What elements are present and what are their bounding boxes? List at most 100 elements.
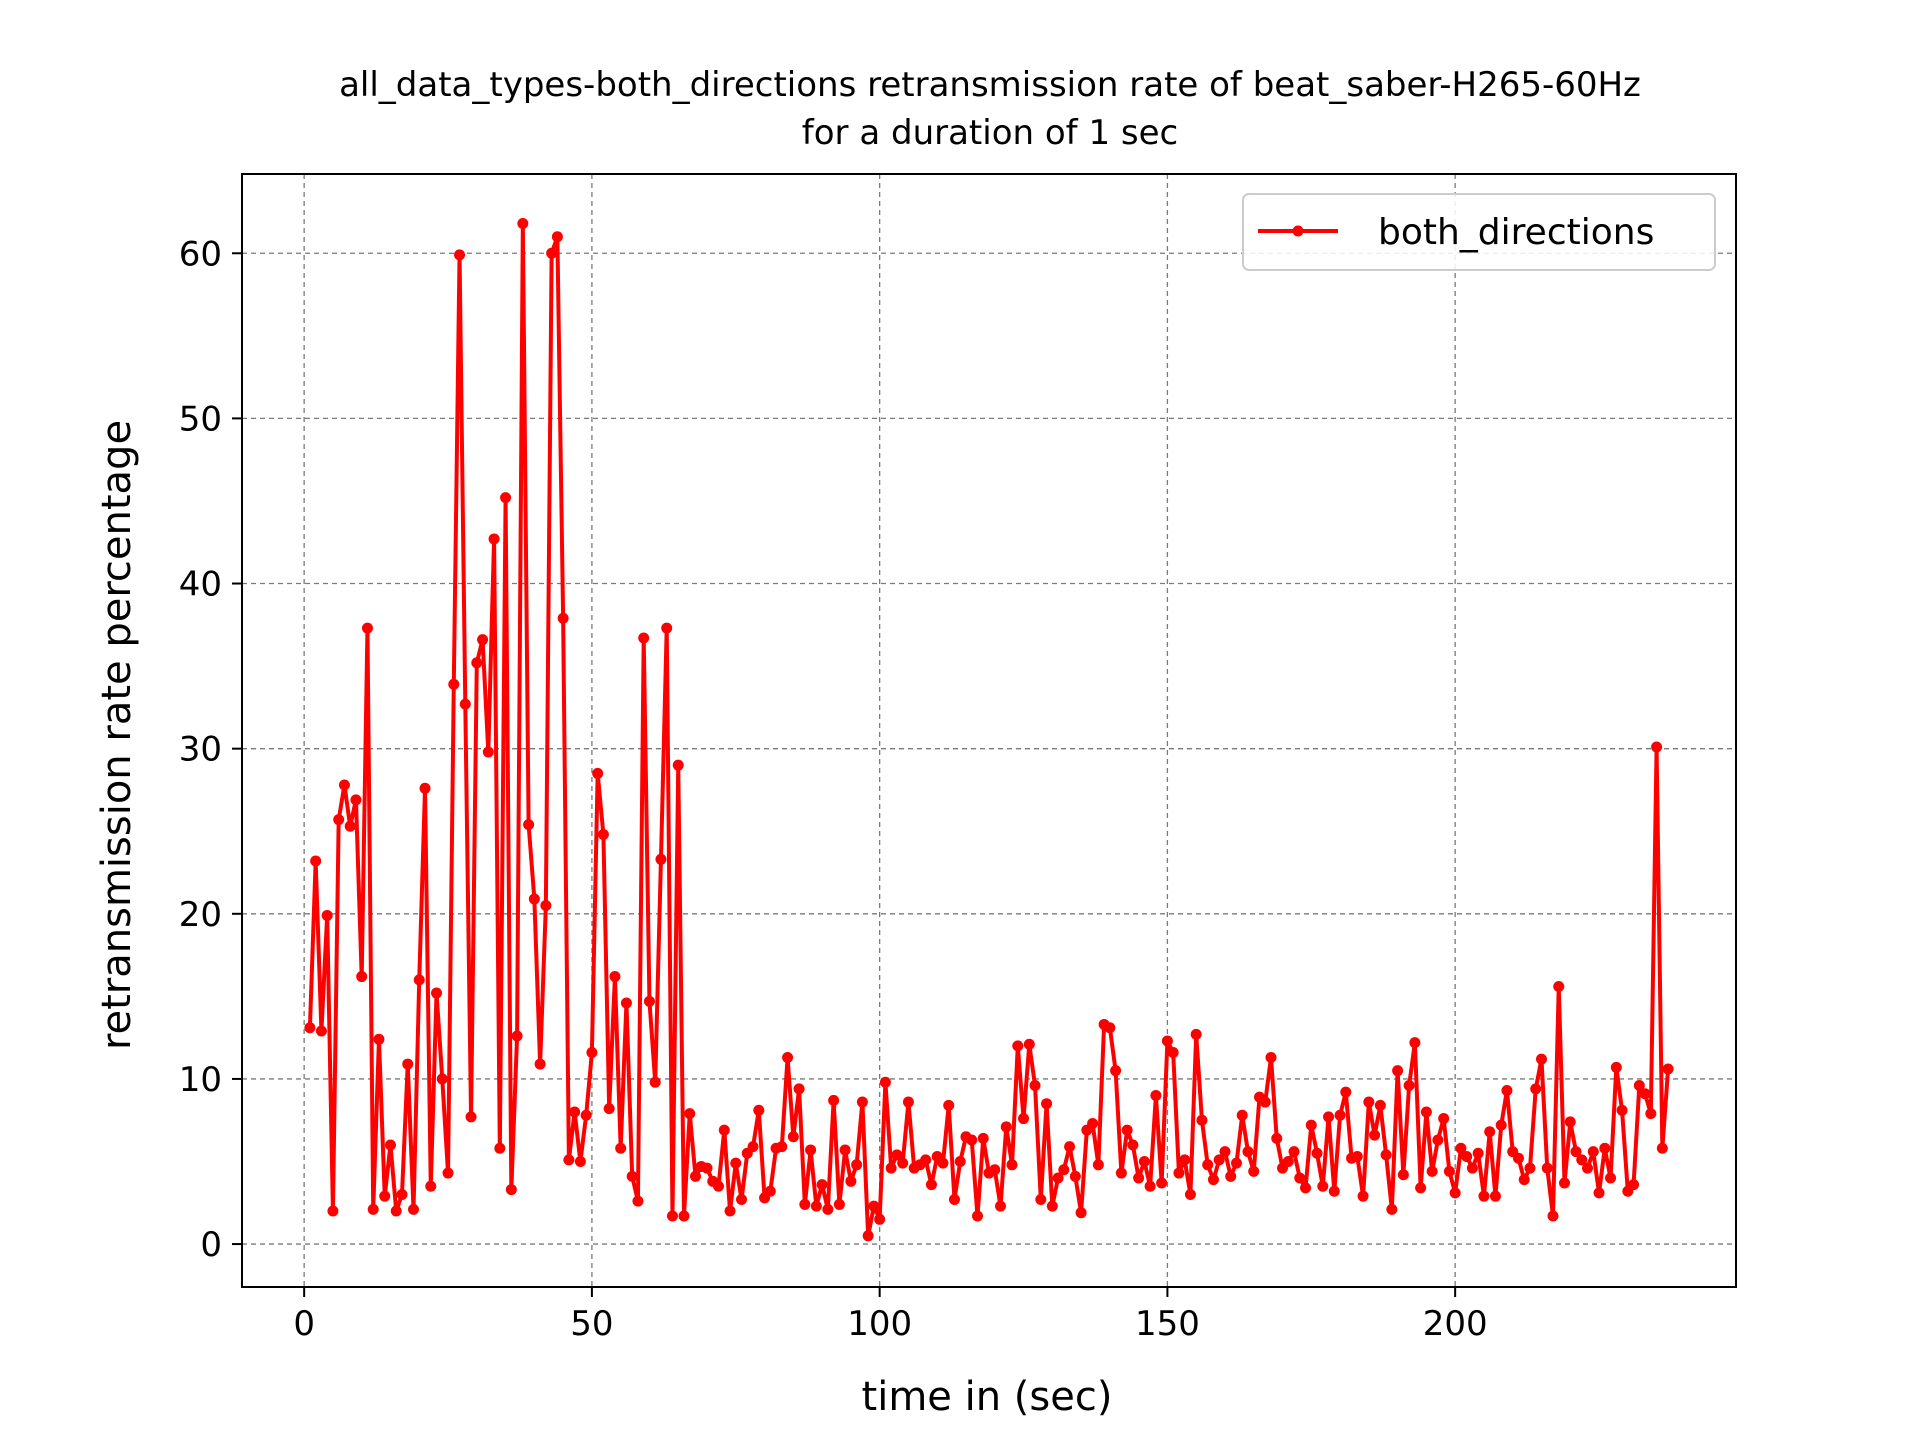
data-point	[1570, 1146, 1582, 1158]
data-point	[609, 971, 621, 983]
data-point	[1328, 1185, 1340, 1197]
data-point	[1616, 1104, 1628, 1116]
data-point	[1012, 1040, 1024, 1052]
data-point	[586, 1047, 598, 1059]
data-point	[1466, 1162, 1478, 1174]
data-point	[1196, 1114, 1208, 1126]
data-point	[833, 1198, 845, 1210]
data-point	[1150, 1089, 1162, 1101]
data-point	[1547, 1210, 1559, 1222]
data-point	[626, 1170, 638, 1182]
data-point	[367, 1203, 379, 1215]
data-point	[1179, 1154, 1191, 1166]
data-point	[1184, 1189, 1196, 1201]
data-point	[1409, 1037, 1421, 1049]
data-point	[799, 1198, 811, 1210]
data-point	[1461, 1151, 1473, 1163]
data-point	[1173, 1167, 1185, 1179]
data-point	[511, 1030, 523, 1042]
data-point	[1495, 1119, 1507, 1131]
data-point	[315, 1025, 327, 1037]
data-point	[1599, 1142, 1611, 1154]
data-point	[1472, 1147, 1484, 1159]
data-point	[551, 231, 563, 243]
data-point	[1064, 1141, 1076, 1153]
data-point	[373, 1033, 385, 1045]
data-point	[379, 1190, 391, 1202]
data-point	[747, 1141, 759, 1153]
data-point	[488, 533, 500, 545]
y-tick-label: 30	[179, 730, 222, 770]
data-point	[1587, 1146, 1599, 1158]
data-point	[1271, 1132, 1283, 1144]
data-point	[1432, 1134, 1444, 1146]
data-point	[534, 1058, 546, 1070]
data-point	[948, 1193, 960, 1205]
data-point	[1656, 1142, 1668, 1154]
data-point	[810, 1200, 822, 1212]
data-point	[1553, 980, 1565, 992]
data-point	[845, 1175, 857, 1187]
data-point	[1259, 1096, 1271, 1108]
data-point	[649, 1076, 661, 1088]
data-point	[1639, 1088, 1651, 1100]
data-point	[1386, 1203, 1398, 1215]
y-tick-label: 0	[200, 1225, 222, 1265]
data-point	[1023, 1038, 1035, 1050]
data-point	[655, 853, 667, 865]
data-point	[1415, 1182, 1427, 1194]
data-point	[1230, 1157, 1242, 1169]
data-point	[500, 492, 512, 504]
data-point	[1087, 1118, 1099, 1130]
data-point	[1443, 1165, 1455, 1177]
data-point	[1530, 1083, 1542, 1095]
data-point	[1645, 1108, 1657, 1120]
data-point	[954, 1156, 966, 1167]
data-point	[1605, 1172, 1617, 1184]
data-point	[713, 1180, 725, 1192]
y-tick-label: 20	[179, 895, 222, 935]
data-point	[1104, 1022, 1116, 1034]
data-point	[995, 1200, 1007, 1212]
data-point	[672, 759, 684, 771]
data-point	[1213, 1154, 1225, 1166]
data-point	[1294, 1172, 1306, 1184]
data-point	[1058, 1164, 1070, 1176]
data-point	[1207, 1174, 1219, 1186]
data-point	[505, 1184, 517, 1196]
data-point	[1512, 1152, 1524, 1164]
data-point	[546, 247, 558, 259]
y-tick-label: 60	[179, 234, 222, 274]
data-point	[1478, 1190, 1490, 1202]
data-point	[874, 1213, 886, 1225]
data-point	[1610, 1061, 1622, 1073]
x-axis-label: time in (sec)	[862, 1374, 1113, 1420]
data-point	[1190, 1028, 1202, 1040]
data-point	[523, 819, 535, 831]
data-point	[471, 657, 483, 669]
data-point	[1311, 1147, 1323, 1159]
chart-title-line2: for a duration of 1 sec	[802, 113, 1178, 153]
data-point	[643, 995, 655, 1007]
data-point	[1202, 1159, 1214, 1171]
data-point	[1403, 1080, 1415, 1092]
data-point	[1121, 1124, 1133, 1136]
data-point	[805, 1144, 817, 1156]
data-point	[338, 779, 350, 791]
data-point	[966, 1134, 978, 1146]
data-point	[1144, 1180, 1156, 1192]
data-point	[891, 1149, 903, 1161]
data-point	[1219, 1146, 1231, 1158]
data-point	[925, 1179, 937, 1191]
data-point	[638, 632, 650, 644]
legend-entry-label: both_directions	[1378, 212, 1654, 253]
data-point	[528, 893, 540, 905]
x-tick-label: 150	[1135, 1304, 1200, 1344]
data-point	[1593, 1187, 1605, 1199]
data-point	[1501, 1084, 1513, 1096]
data-point	[425, 1180, 437, 1192]
data-point	[718, 1124, 730, 1136]
data-point	[1035, 1193, 1047, 1205]
data-point	[1369, 1129, 1381, 1141]
